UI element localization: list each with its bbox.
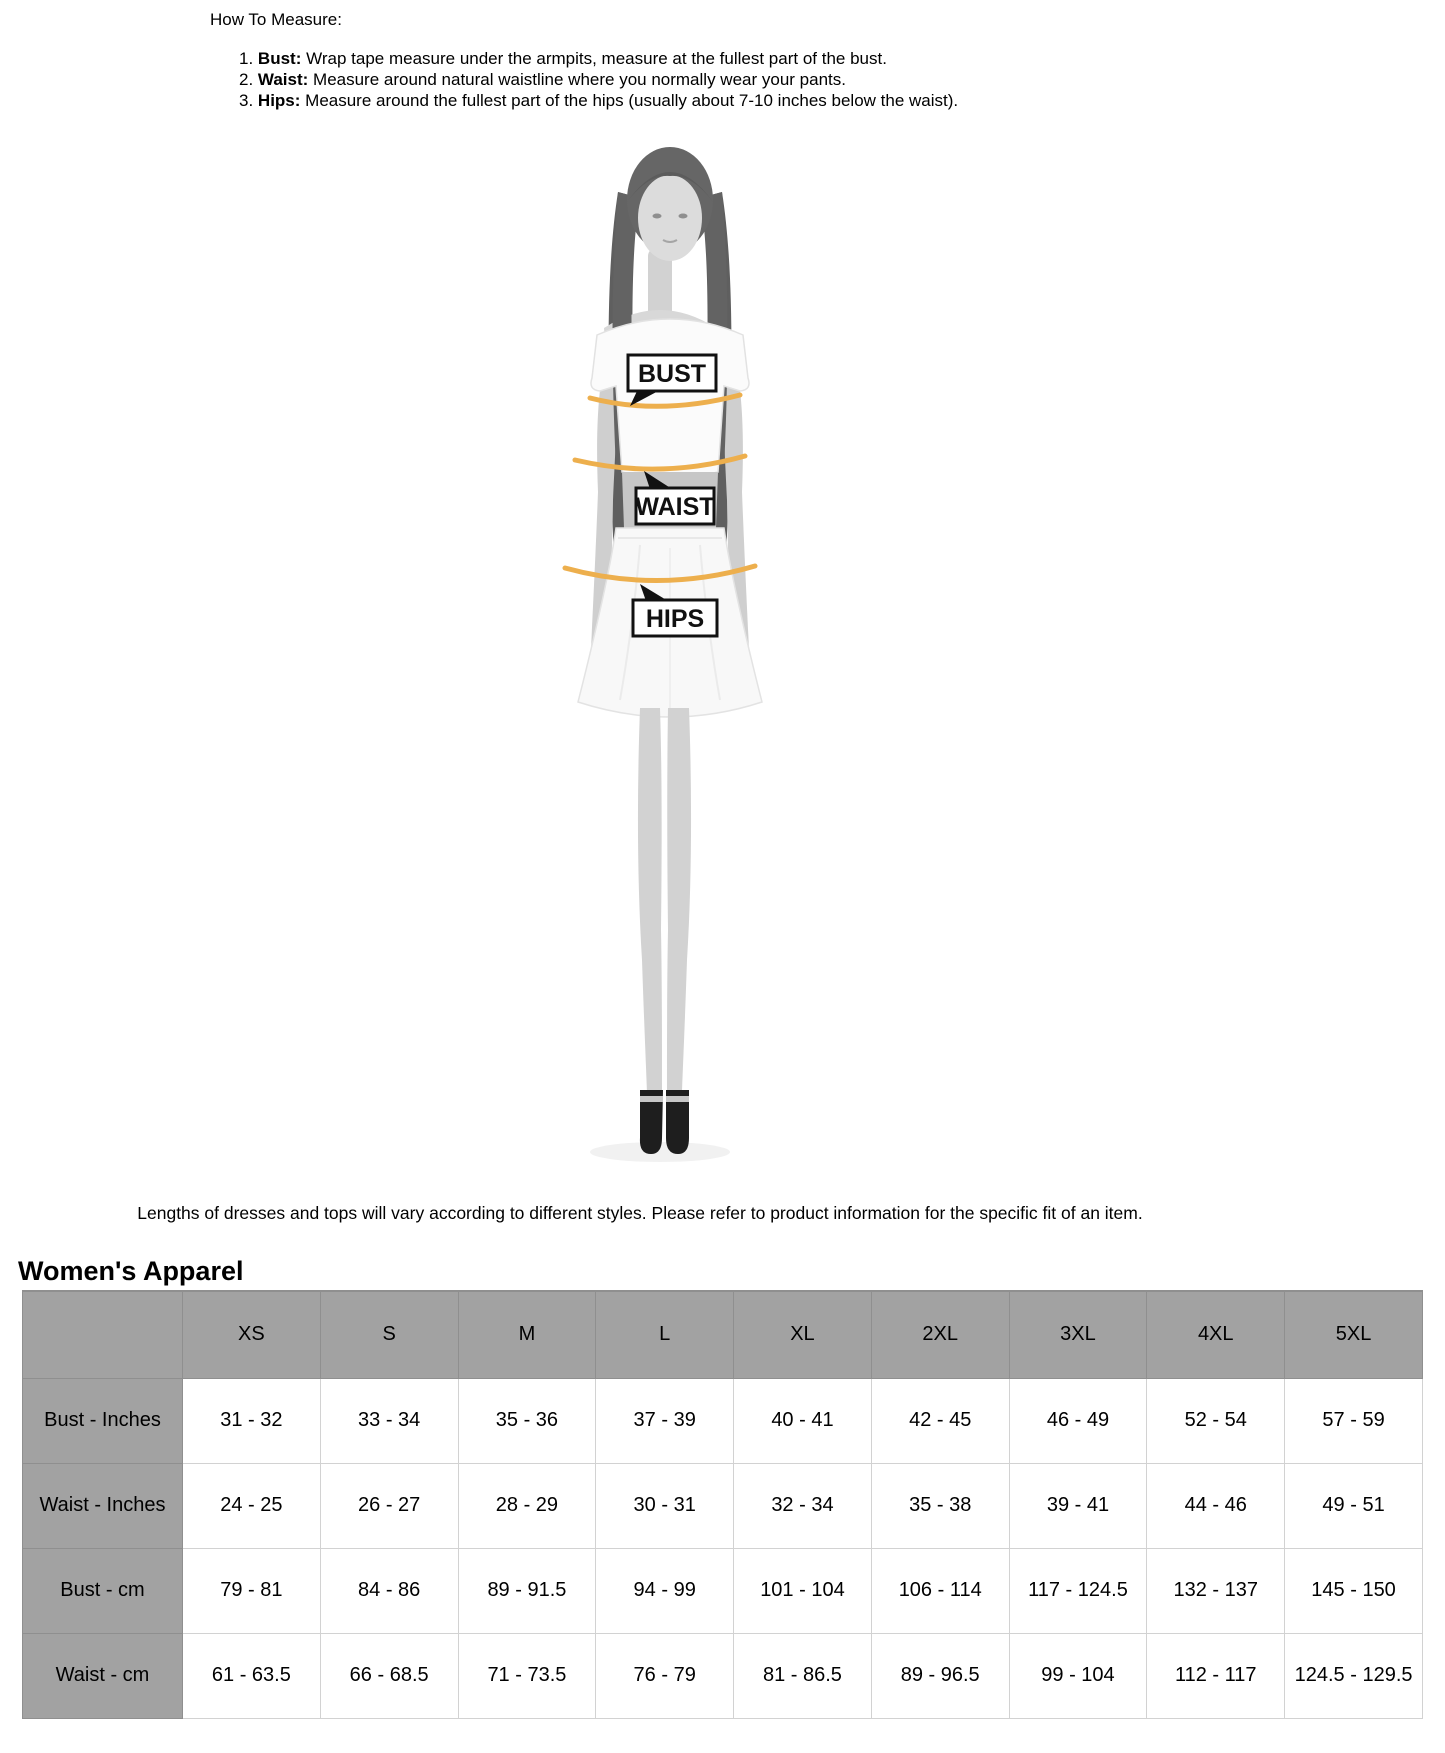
hips-callout: HIPS [631,584,719,638]
table-row-waist-inches: Waist - Inches 24 - 25 26 - 27 28 - 29 3… [22,1462,1423,1549]
measure-step-hips: 3. Hips: Measure around the fullest part… [239,90,958,111]
bust-label: BUST [638,360,706,388]
size-value-cell: 46 - 49 [1008,1377,1148,1464]
corner-cell [22,1290,183,1379]
size-col-header: XL [733,1290,872,1379]
size-value-cell: 76 - 79 [595,1632,735,1719]
size-value-cell: 124.5 - 129.5 [1284,1632,1423,1719]
step-text: Measure around natural waistline where y… [313,70,846,89]
row-label: Bust - Inches [22,1377,183,1464]
size-value-cell: 84 - 86 [319,1547,459,1634]
step-label: Bust: [257,49,302,68]
size-col-header: 2XL [870,1290,1010,1379]
size-value-cell: 52 - 54 [1146,1377,1286,1464]
size-col-header: 4XL [1146,1290,1286,1379]
step-number: 2. [239,70,254,89]
row-label: Bust - cm [22,1547,183,1634]
size-value-cell: 101 - 104 [733,1547,872,1634]
size-value-cell: 30 - 31 [595,1462,735,1549]
size-value-cell: 24 - 25 [182,1462,321,1549]
step-label: Hips: [257,91,301,110]
size-value-cell: 42 - 45 [870,1377,1010,1464]
table-row-bust-cm: Bust - cm 79 - 81 84 - 86 89 - 91.5 94 -… [22,1547,1423,1634]
size-col-header: XS [182,1290,321,1379]
size-value-cell: 117 - 124.5 [1008,1547,1148,1634]
size-value-cell: 32 - 34 [733,1462,872,1549]
hips-label: HIPS [646,605,704,633]
size-value-cell: 106 - 114 [870,1547,1010,1634]
step-number: 3. [239,91,254,110]
step-text: Measure around the fullest part of the h… [305,91,959,110]
row-label: Waist - cm [22,1632,183,1719]
step-text: Wrap tape measure under the armpits, mea… [306,49,887,68]
size-table-header-row: XS S M L XL 2XL 3XL 4XL 5XL [22,1290,1423,1379]
size-col-header: M [457,1290,597,1379]
size-value-cell: 28 - 29 [457,1462,597,1549]
size-value-cell: 112 - 117 [1146,1632,1286,1719]
size-value-cell: 40 - 41 [733,1377,872,1464]
size-value-cell: 89 - 96.5 [870,1632,1010,1719]
size-value-cell: 132 - 137 [1146,1547,1286,1634]
table-row-bust-inches: Bust - Inches 31 - 32 33 - 34 35 - 36 37… [22,1377,1423,1464]
waist-callout: WAIST [634,471,716,526]
size-value-cell: 79 - 81 [182,1547,321,1634]
size-value-cell: 37 - 39 [595,1377,735,1464]
size-value-cell: 61 - 63.5 [182,1632,321,1719]
model-photo: BUST WAIST HIPS [500,140,840,1170]
size-value-cell: 31 - 32 [182,1377,321,1464]
waist-measure-line [572,453,748,472]
size-col-header: S [319,1290,459,1379]
waist-label: WAIST [635,493,714,521]
step-number: 1. [239,49,254,68]
size-value-cell: 66 - 68.5 [319,1632,459,1719]
bust-measure-line [587,392,743,409]
size-table-title: Women's Apparel [18,1256,244,1286]
size-value-cell: 99 - 104 [1008,1632,1148,1719]
size-value-cell: 44 - 46 [1146,1462,1286,1549]
hips-measure-line [562,563,758,583]
row-label: Waist - Inches [22,1462,183,1549]
size-value-cell: 71 - 73.5 [457,1632,597,1719]
size-value-cell: 35 - 36 [457,1377,597,1464]
size-value-cell: 57 - 59 [1284,1377,1423,1464]
size-value-cell: 26 - 27 [319,1462,459,1549]
how-to-measure-title: How To Measure: [210,10,342,29]
measure-step-waist: 2. Waist: Measure around natural waistli… [239,69,958,90]
size-value-cell: 94 - 99 [595,1547,735,1634]
size-value-cell: 145 - 150 [1284,1547,1423,1634]
table-row-waist-cm: Waist - cm 61 - 63.5 66 - 68.5 71 - 73.5… [22,1632,1423,1719]
bust-callout: BUST [626,353,718,406]
size-value-cell: 35 - 38 [870,1462,1010,1549]
womens-apparel-size-table: XS S M L XL 2XL 3XL 4XL 5XL Bust - Inche… [22,1290,1423,1719]
size-value-cell: 81 - 86.5 [733,1632,872,1719]
model-figure-svg: BUST WAIST HIPS [562,147,763,1162]
step-label: Waist: [257,70,309,89]
size-col-header: L [595,1290,735,1379]
measure-step-bust: 1. Bust: Wrap tape measure under the arm… [239,48,958,69]
size-col-header: 3XL [1008,1290,1148,1379]
fit-note: Lengths of dresses and tops will vary ac… [137,1203,1143,1223]
how-to-measure-list: 1. Bust: Wrap tape measure under the arm… [239,48,958,111]
size-value-cell: 89 - 91.5 [457,1547,597,1634]
size-col-header: 5XL [1284,1290,1423,1379]
size-value-cell: 33 - 34 [319,1377,459,1464]
size-value-cell: 39 - 41 [1008,1462,1148,1549]
size-value-cell: 49 - 51 [1284,1462,1423,1549]
